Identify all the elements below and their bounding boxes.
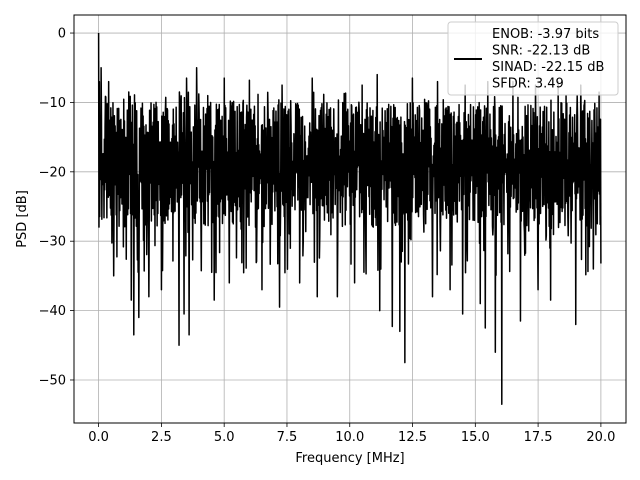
x-tick-label: 12.5 bbox=[398, 430, 427, 445]
y-tick-label: −10 bbox=[39, 96, 66, 111]
x-tick-label: 17.5 bbox=[524, 430, 553, 445]
psd-series-line bbox=[97, 33, 602, 406]
x-tick-label: 10.0 bbox=[335, 430, 364, 445]
legend-entry-line: SFDR: 3.49 bbox=[492, 77, 564, 92]
y-tick-label: −40 bbox=[39, 304, 66, 319]
psd-trace bbox=[97, 33, 602, 406]
legend-entry-line: ENOB: -3.97 bits bbox=[492, 27, 599, 42]
x-axis-ticks: 0.0 2.5 5.0 7.5 10.0 12.5 15.0 17.5 20.0 bbox=[88, 423, 615, 445]
x-tick-label: 20.0 bbox=[586, 430, 615, 445]
x-tick-label: 2.5 bbox=[151, 430, 172, 445]
x-tick-label: 5.0 bbox=[214, 430, 235, 445]
y-tick-label: 0 bbox=[58, 27, 66, 42]
x-axis-label: Frequency [MHz] bbox=[295, 451, 404, 466]
y-axis-label: PSD [dB] bbox=[15, 190, 30, 248]
y-tick-label: −50 bbox=[39, 373, 66, 388]
legend-box bbox=[447, 21, 619, 96]
x-tick-label: 7.5 bbox=[277, 430, 298, 445]
legend-entry-line: SINAD: -22.15 dB bbox=[492, 60, 604, 75]
y-tick-label: −30 bbox=[39, 235, 66, 250]
y-tick-label: −20 bbox=[39, 165, 66, 180]
x-tick-label: 15.0 bbox=[461, 430, 490, 445]
legend-entry-line: SNR: -22.13 dB bbox=[492, 44, 590, 59]
x-tick-label: 0.0 bbox=[88, 430, 109, 445]
y-axis-ticks: 0 −10 −20 −30 −40 −50 bbox=[39, 27, 74, 388]
